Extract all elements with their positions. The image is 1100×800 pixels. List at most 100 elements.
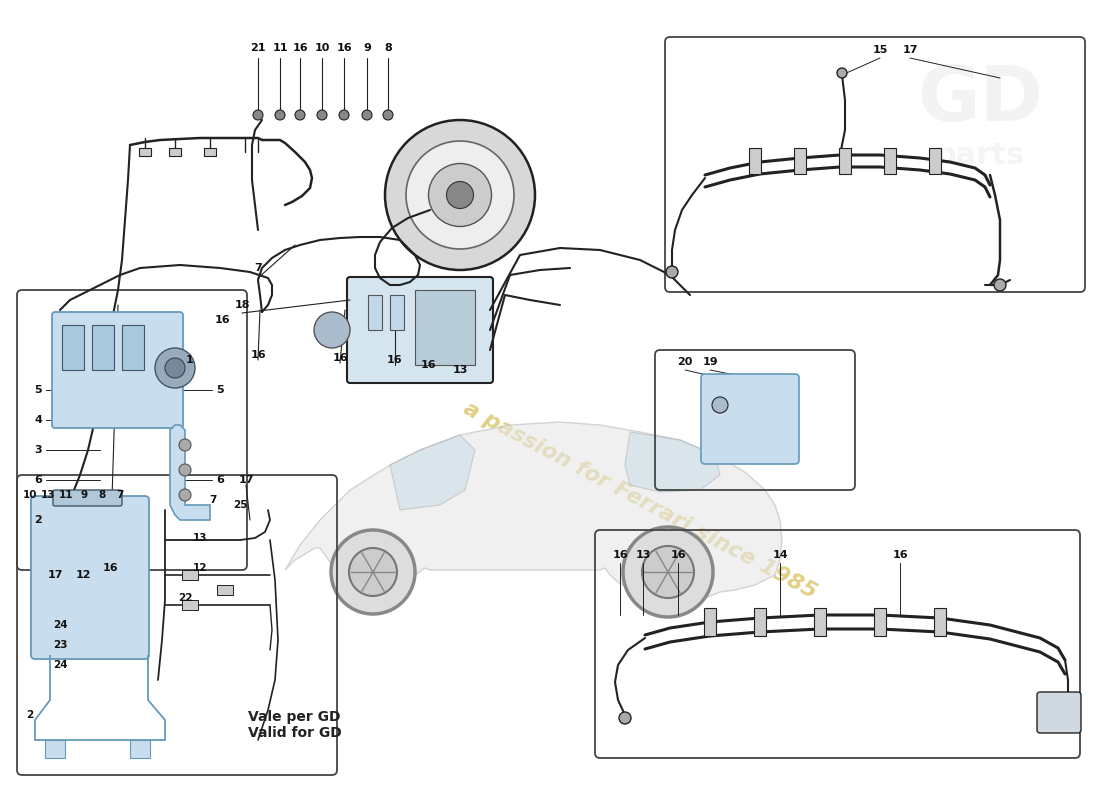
Bar bbox=[754, 608, 766, 636]
Bar bbox=[934, 608, 946, 636]
Bar bbox=[749, 148, 761, 174]
Circle shape bbox=[179, 464, 191, 476]
Text: 15: 15 bbox=[872, 45, 888, 55]
Circle shape bbox=[994, 279, 1006, 291]
Circle shape bbox=[429, 163, 492, 226]
Text: 1: 1 bbox=[186, 355, 194, 365]
Text: 24: 24 bbox=[53, 620, 67, 630]
Text: 11: 11 bbox=[273, 43, 288, 53]
Text: 17: 17 bbox=[902, 45, 917, 55]
Bar bbox=[704, 608, 716, 636]
Text: 21: 21 bbox=[251, 43, 266, 53]
Circle shape bbox=[349, 548, 397, 596]
Polygon shape bbox=[625, 432, 720, 492]
Text: 16: 16 bbox=[250, 350, 266, 360]
Text: 16: 16 bbox=[293, 43, 308, 53]
Bar bbox=[874, 608, 886, 636]
Text: a passion for Ferrari since 1985: a passion for Ferrari since 1985 bbox=[460, 398, 820, 602]
Text: 6: 6 bbox=[34, 475, 42, 485]
Bar bbox=[130, 740, 150, 758]
Text: 6: 6 bbox=[216, 475, 224, 485]
Bar bbox=[139, 148, 151, 156]
Circle shape bbox=[837, 68, 847, 78]
Text: 7: 7 bbox=[209, 495, 217, 505]
Text: 20: 20 bbox=[678, 357, 693, 367]
Text: 2: 2 bbox=[34, 515, 42, 525]
Text: 17: 17 bbox=[47, 570, 63, 580]
Bar bbox=[182, 600, 198, 610]
Text: 3: 3 bbox=[34, 445, 42, 455]
Text: 19: 19 bbox=[702, 357, 718, 367]
Bar bbox=[814, 608, 826, 636]
Circle shape bbox=[362, 110, 372, 120]
Text: 16: 16 bbox=[892, 550, 907, 560]
Bar bbox=[204, 148, 216, 156]
FancyBboxPatch shape bbox=[31, 496, 149, 659]
Text: 16: 16 bbox=[387, 355, 403, 365]
Text: 5: 5 bbox=[34, 385, 42, 395]
Circle shape bbox=[712, 397, 728, 413]
Circle shape bbox=[406, 141, 514, 249]
Text: 8: 8 bbox=[98, 490, 106, 500]
Text: 17: 17 bbox=[239, 475, 254, 485]
FancyBboxPatch shape bbox=[53, 490, 122, 506]
Circle shape bbox=[623, 527, 713, 617]
Polygon shape bbox=[285, 422, 782, 602]
Bar bbox=[839, 148, 851, 174]
Bar bbox=[45, 740, 65, 758]
Bar bbox=[794, 148, 806, 174]
Circle shape bbox=[275, 110, 285, 120]
Circle shape bbox=[295, 110, 305, 120]
Polygon shape bbox=[390, 435, 475, 510]
Bar bbox=[169, 148, 182, 156]
Circle shape bbox=[385, 120, 535, 270]
Bar bbox=[92, 325, 114, 370]
Text: 13: 13 bbox=[41, 490, 55, 500]
Text: 7: 7 bbox=[254, 263, 262, 273]
Text: 2: 2 bbox=[26, 710, 34, 720]
Bar bbox=[884, 148, 896, 174]
Bar bbox=[122, 325, 144, 370]
Text: 16: 16 bbox=[332, 353, 348, 363]
Text: 8: 8 bbox=[384, 43, 392, 53]
Bar bbox=[390, 295, 404, 330]
Circle shape bbox=[317, 110, 327, 120]
Text: 13: 13 bbox=[192, 533, 207, 543]
Text: 9: 9 bbox=[363, 43, 371, 53]
FancyBboxPatch shape bbox=[1037, 692, 1081, 733]
Text: 23: 23 bbox=[53, 640, 67, 650]
Circle shape bbox=[331, 530, 415, 614]
Text: 9: 9 bbox=[80, 490, 88, 500]
Text: 11: 11 bbox=[58, 490, 74, 500]
Text: 13: 13 bbox=[636, 550, 651, 560]
Circle shape bbox=[383, 110, 393, 120]
Bar bbox=[930, 148, 940, 174]
Text: 4: 4 bbox=[34, 415, 42, 425]
Circle shape bbox=[642, 546, 694, 598]
Circle shape bbox=[253, 110, 263, 120]
Text: 25: 25 bbox=[233, 500, 248, 510]
Bar bbox=[415, 290, 475, 365]
Bar bbox=[368, 295, 382, 330]
Text: 16: 16 bbox=[337, 43, 352, 53]
Circle shape bbox=[619, 712, 631, 724]
Text: 5: 5 bbox=[217, 385, 223, 395]
Circle shape bbox=[447, 182, 473, 209]
Bar bbox=[62, 325, 84, 370]
Circle shape bbox=[179, 489, 191, 501]
Circle shape bbox=[339, 110, 349, 120]
Circle shape bbox=[155, 348, 195, 388]
Text: 13: 13 bbox=[452, 365, 468, 375]
Text: 16: 16 bbox=[420, 360, 436, 370]
Circle shape bbox=[165, 358, 185, 378]
Text: parts: parts bbox=[935, 141, 1025, 170]
Circle shape bbox=[666, 266, 678, 278]
Bar bbox=[182, 570, 198, 580]
Text: 14: 14 bbox=[772, 550, 788, 560]
Text: 16: 16 bbox=[214, 315, 230, 325]
Text: GD: GD bbox=[917, 63, 1043, 137]
Bar bbox=[217, 585, 233, 595]
Text: 7: 7 bbox=[117, 490, 123, 500]
Text: 10: 10 bbox=[23, 490, 37, 500]
Text: 16: 16 bbox=[670, 550, 685, 560]
